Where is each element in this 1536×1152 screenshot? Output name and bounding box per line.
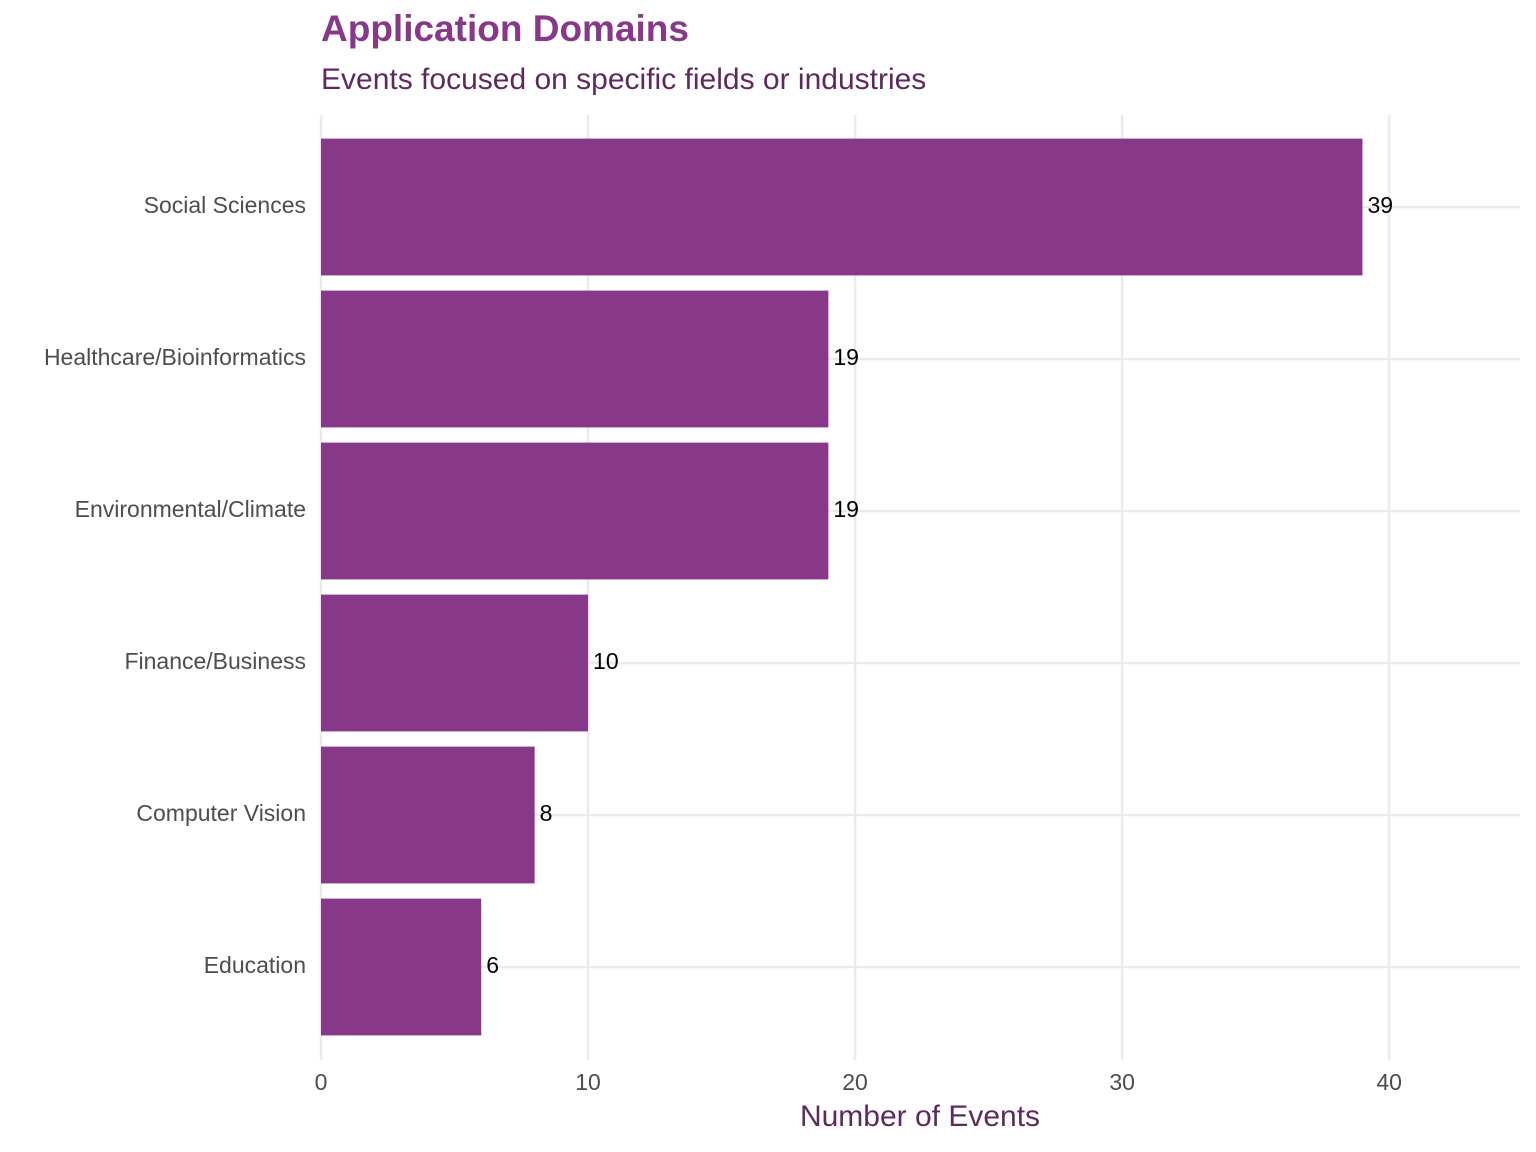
bar [321,594,589,732]
y-tick-label: Social Sciences [144,192,306,218]
chart-title: Application Domains [321,8,689,49]
value-label: 19 [833,496,859,522]
chart-subtitle: Events focused on specific fields or ind… [321,63,926,96]
x-axis-title: Number of Events [800,1100,1040,1133]
y-tick-label: Education [204,952,306,978]
value-label: 6 [486,952,499,978]
x-tick-label: 20 [842,1069,868,1095]
y-tick-label: Environmental/Climate [75,496,306,522]
y-tick-label: Healthcare/Bioinformatics [44,344,306,370]
y-tick-label: Finance/Business [124,648,306,674]
bar [321,746,535,884]
bar [321,138,1363,276]
x-tick-label: 30 [1109,1069,1135,1095]
x-tick-label: 10 [575,1069,601,1095]
bar [321,442,829,580]
y-tick-label: Computer Vision [136,800,306,826]
value-label: 39 [1367,192,1393,218]
bar [321,898,482,1036]
x-tick-label: 40 [1376,1069,1402,1095]
bar [321,290,829,428]
value-label: 8 [540,800,553,826]
value-label: 10 [593,648,619,674]
x-tick-label: 0 [315,1069,328,1095]
value-label: 19 [833,344,859,370]
